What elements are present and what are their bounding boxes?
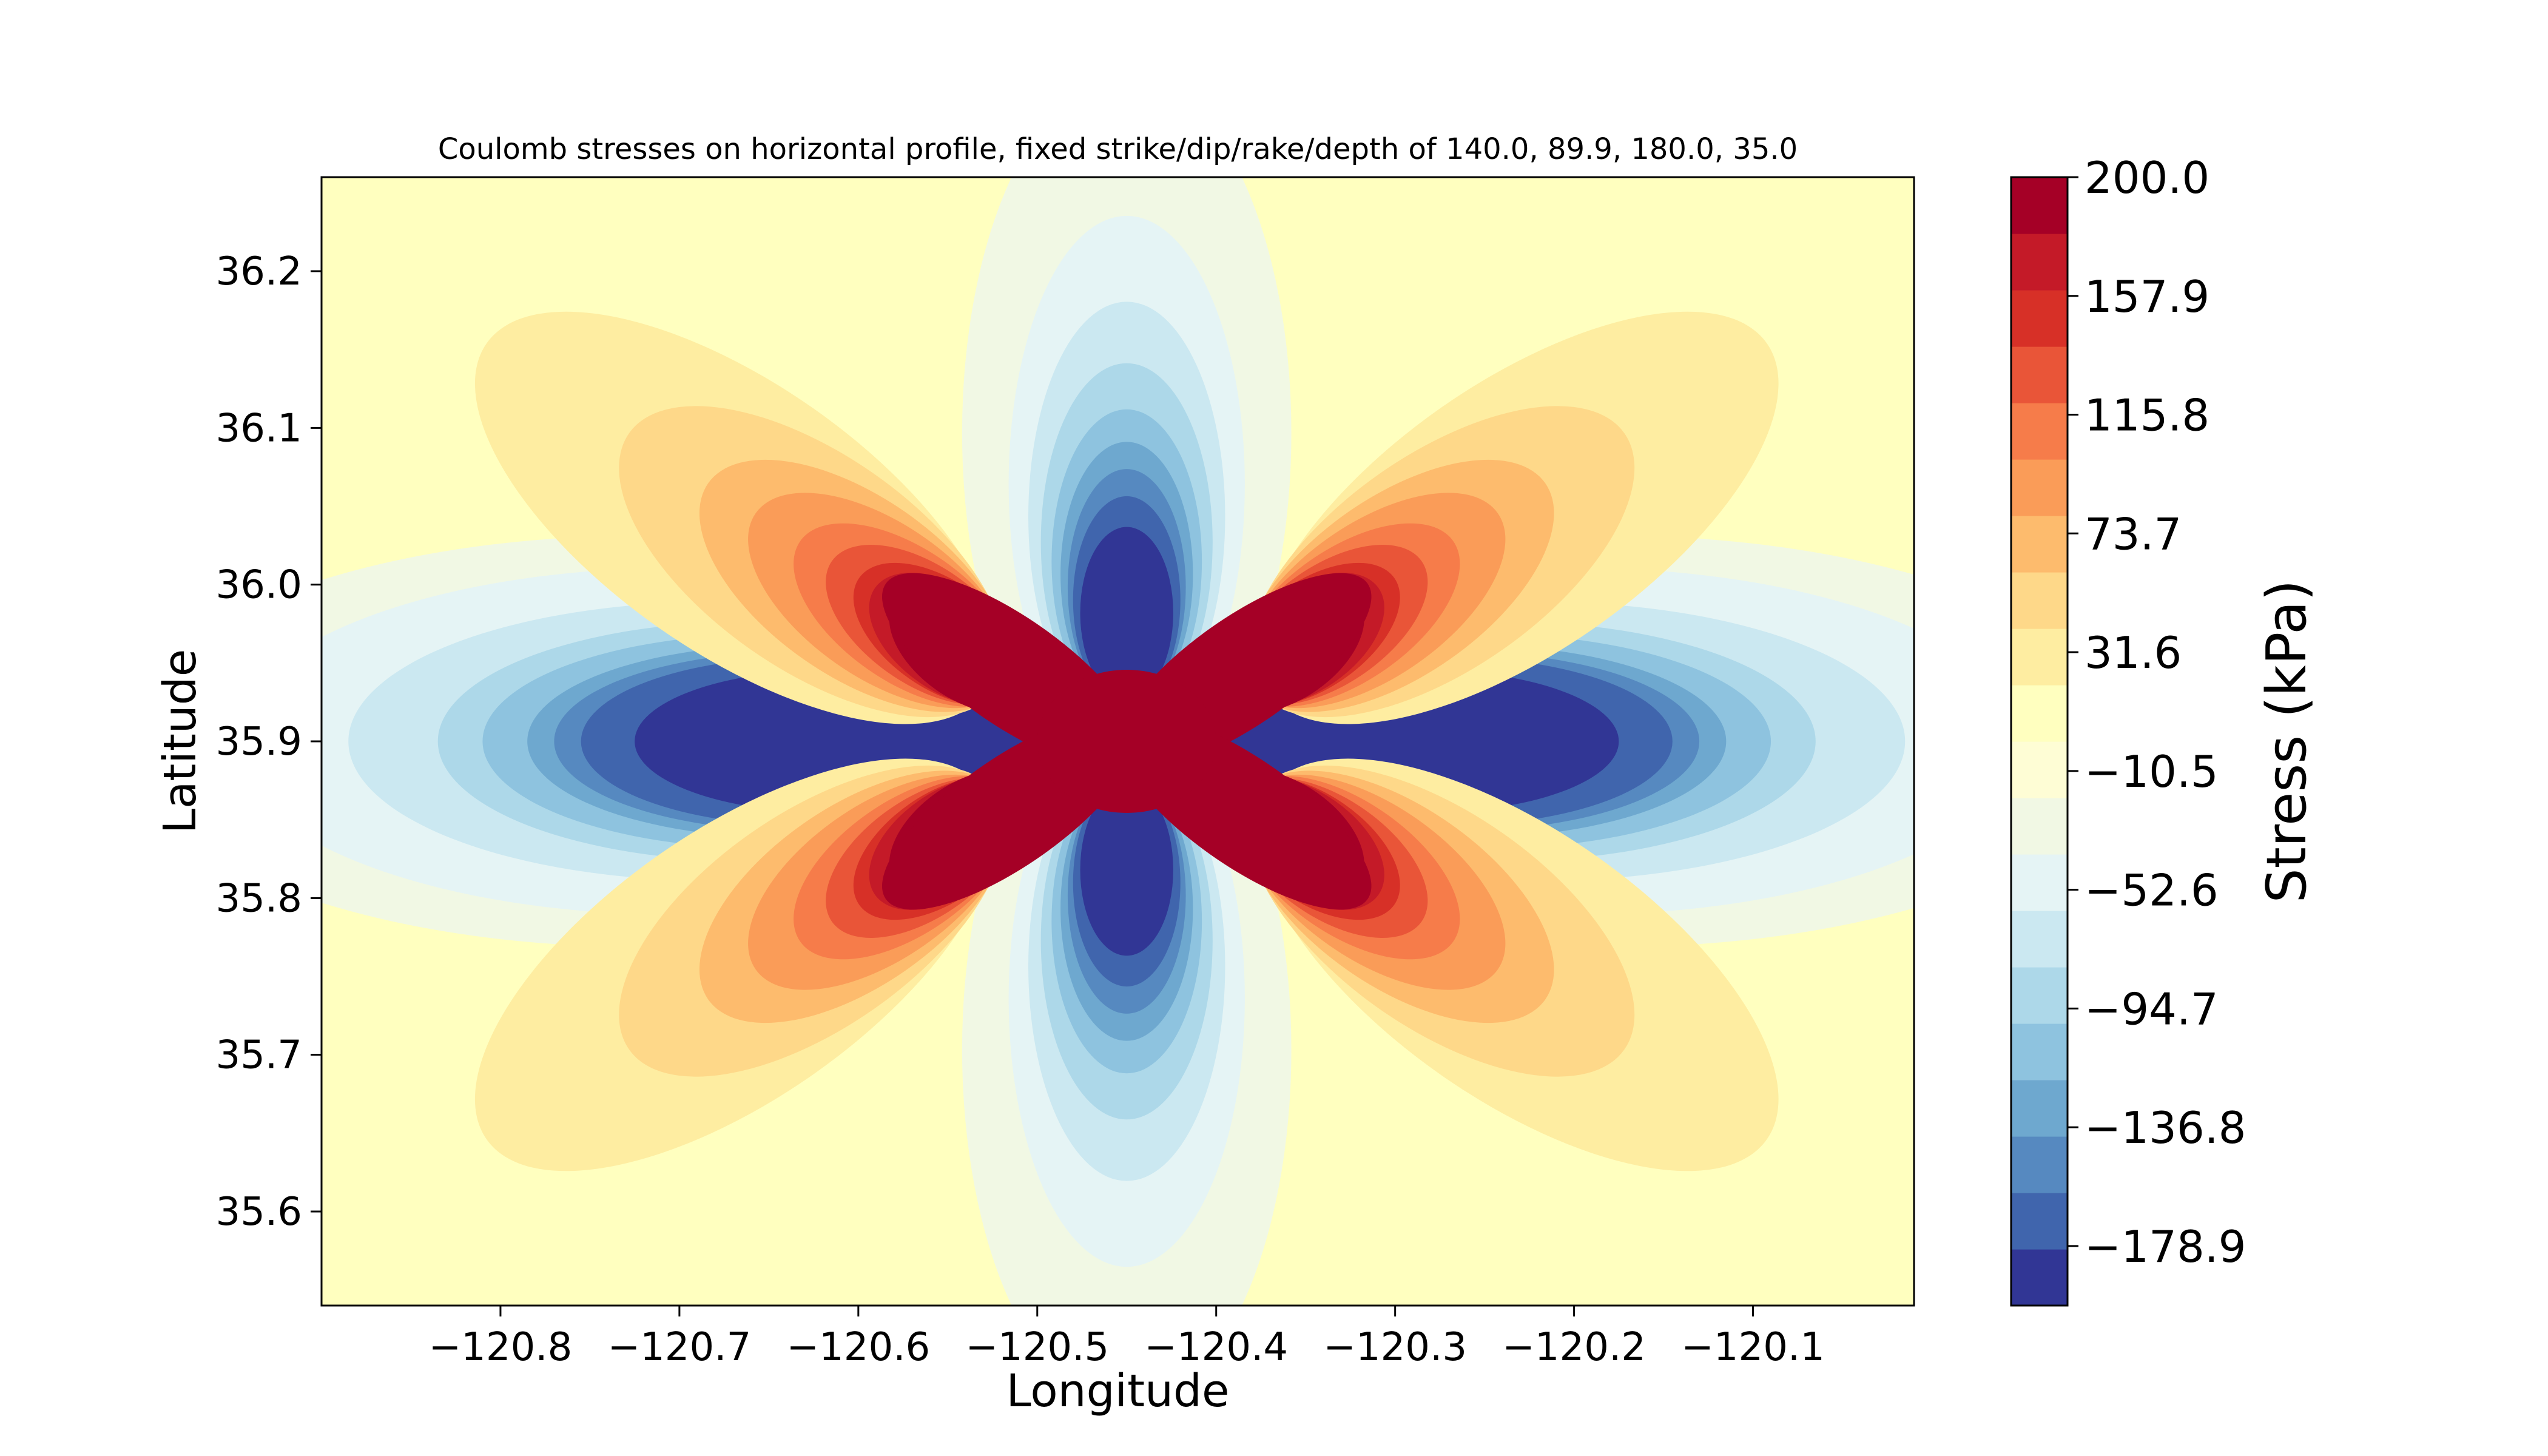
colorbar-tick-label: 157.9	[2085, 271, 2209, 322]
x-axis-label: Longitude	[1006, 1365, 1229, 1417]
x-tick-label: −120.6	[786, 1325, 930, 1370]
colorbar-swatch	[2011, 403, 2068, 460]
colorbar-label: Stress (kPa)	[2255, 580, 2319, 903]
colorbar-swatch	[2011, 1023, 2068, 1080]
colorbar-swatch	[2011, 967, 2068, 1024]
colorbar-swatch	[2011, 346, 2068, 403]
x-axis-ticks: −120.8 −120.7 −120.6 −120.5 −120.4 −120.3 −120…	[429, 1306, 1825, 1370]
stress-lobe-north	[1080, 527, 1173, 699]
colorbar-swatch	[2011, 1249, 2068, 1306]
y-tick-label: 35.6	[216, 1190, 303, 1235]
colorbar-tick-label: 73.7	[2085, 508, 2182, 559]
y-tick-label: 35.7	[216, 1033, 303, 1078]
stress-core	[1037, 670, 1216, 813]
colorbar-swatch	[2011, 459, 2068, 516]
y-tick-label: 35.8	[216, 876, 303, 921]
colorbar-swatch	[2011, 1080, 2068, 1137]
colorbar-swatch	[2011, 685, 2068, 742]
colorbar-tick-label: −94.7	[2085, 983, 2219, 1034]
chart-title: Coulomb stresses on horizontal profile, …	[438, 132, 1798, 166]
colorbar-swatch	[2011, 177, 2068, 234]
x-tick-label: −120.2	[1502, 1325, 1646, 1370]
colorbar-swatch	[2011, 1193, 2068, 1250]
colorbar-tick-label: −178.9	[2085, 1221, 2246, 1272]
x-tick-label: −120.4	[1144, 1325, 1288, 1370]
colorbar-swatch	[2011, 798, 2068, 855]
y-tick-label: 36.0	[216, 563, 303, 608]
colorbar-tick-label: −136.8	[2085, 1102, 2246, 1153]
x-tick-label: −120.1	[1681, 1325, 1825, 1370]
x-tick-label: −120.3	[1323, 1325, 1467, 1370]
colorbar-frame	[2010, 176, 2069, 1307]
colorbar-tick-label: −10.5	[2085, 746, 2219, 797]
colorbar-swatch	[2011, 854, 2068, 911]
colorbar-swatch	[2011, 234, 2068, 291]
y-tick-label: 35.9	[216, 720, 303, 764]
y-axis-label: Latitude	[154, 649, 206, 834]
colorbar-swatch	[2011, 290, 2068, 347]
stress-field	[322, 177, 1914, 1306]
colorbar-ticks: 200.0 157.9 115.8 73.7 31.6 −10.5 −52.6 −94.7 −1…	[2068, 152, 2246, 1272]
y-axis-ticks: 35.6 35.7 35.8 35.9 36.0 36.1 36.2	[216, 249, 322, 1235]
x-tick-label: −120.5	[965, 1325, 1109, 1370]
colorbar-swatch	[2011, 629, 2068, 686]
colorbar-swatch	[2011, 1136, 2068, 1193]
colorbar-tick-label: 200.0	[2085, 152, 2209, 203]
colorbar-swatch	[2011, 911, 2068, 968]
colorbar-tick-label: −52.6	[2085, 865, 2219, 916]
colorbar-tick-label: 115.8	[2085, 390, 2209, 441]
y-tick-label: 36.2	[216, 249, 303, 294]
x-tick-label: −120.8	[429, 1325, 573, 1370]
plot-area	[322, 177, 1914, 1306]
colorbar-tick-label: 31.6	[2085, 627, 2182, 678]
x-tick-label: −120.7	[607, 1325, 751, 1370]
colorbar-swatch	[2011, 572, 2068, 629]
stress-lobe-south	[1080, 784, 1173, 956]
colorbar-swatch	[2011, 741, 2068, 798]
colorbar-swatch	[2011, 516, 2068, 573]
y-tick-label: 36.1	[216, 406, 303, 451]
colorbar	[2010, 176, 2069, 1307]
